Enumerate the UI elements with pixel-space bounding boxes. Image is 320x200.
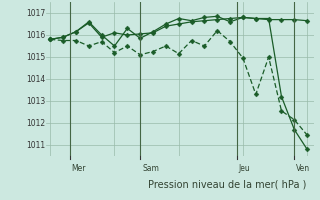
Text: Pression niveau de la mer( hPa ): Pression niveau de la mer( hPa ) xyxy=(148,179,306,189)
Text: Sam: Sam xyxy=(142,164,159,173)
Text: Jeu: Jeu xyxy=(238,164,250,173)
Text: Ven: Ven xyxy=(296,164,310,173)
Text: Mer: Mer xyxy=(71,164,86,173)
